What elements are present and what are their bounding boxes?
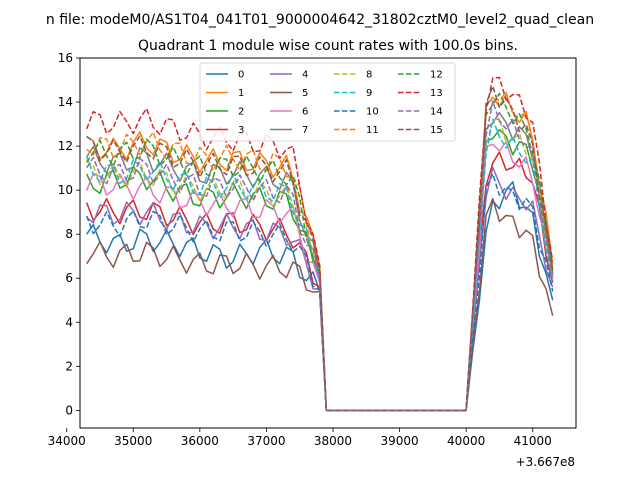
series-line-9 [85, 118, 554, 412]
y-tick-label-4: 8 [65, 227, 73, 241]
legend-label-10: 10 [366, 107, 379, 118]
x-tick-label-5: 39000 [380, 434, 418, 448]
series-line-10 [85, 173, 554, 412]
series-line-5 [86, 197, 554, 412]
series-layer [85, 76, 554, 412]
legend-label-13: 13 [430, 88, 443, 99]
plot-frame [79, 57, 577, 429]
y-tick-label-3: 6 [65, 271, 73, 285]
y-tick-label-8: 16 [58, 51, 73, 65]
x-tick-label-0: 34000 [48, 434, 86, 448]
legend-label-5: 5 [302, 88, 308, 99]
y-tick-label-7: 14 [58, 95, 73, 109]
legend-label-6: 6 [302, 107, 308, 118]
series-line-15 [86, 85, 554, 412]
legend-label-15: 15 [430, 125, 443, 136]
legend-label-8: 8 [366, 70, 372, 81]
y-tick-label-2: 4 [65, 315, 73, 329]
x-tick-label-4: 38000 [314, 434, 352, 448]
legend-label-3: 3 [238, 125, 244, 136]
y-tick-label-6: 12 [58, 139, 73, 153]
chart-title: Quadrant 1 module wise count rates with … [138, 38, 518, 54]
y-tick-label-0: 0 [65, 403, 73, 417]
legend-label-14: 14 [430, 107, 443, 118]
legend-label-7: 7 [302, 125, 308, 136]
y-tick-label-1: 2 [65, 359, 73, 373]
legend-label-12: 12 [430, 70, 443, 81]
series-line-13 [85, 76, 554, 412]
legend-box [199, 62, 456, 142]
x-offset-label: +3.667e8 [516, 455, 575, 469]
chart-suptitle: n file: modeM0/AS1T04_041T01_9000004642_… [46, 12, 594, 28]
series-line-4 [86, 166, 554, 412]
x-tick-label-3: 37000 [247, 434, 285, 448]
legend-label-9: 9 [366, 88, 372, 99]
y-tick-label-5: 10 [58, 183, 73, 197]
series-line-0 [86, 181, 554, 412]
x-tick-label-7: 41000 [514, 434, 552, 448]
x-tick-label-1: 35000 [114, 434, 152, 448]
legend-label-4: 4 [302, 70, 308, 81]
axes-layer: 34000 35000 36000 37000 38000 39000 40000 41000… [48, 51, 552, 448]
x-tick-label-2: 36000 [181, 434, 219, 448]
legend-label-0: 0 [238, 70, 244, 81]
x-tick-label-6: 40000 [447, 434, 485, 448]
legend-label-11: 11 [366, 125, 379, 136]
series-line-6 [85, 141, 554, 412]
legend-label-1: 1 [238, 88, 244, 99]
legend-label-2: 2 [238, 107, 244, 118]
series-line-8 [86, 117, 554, 412]
